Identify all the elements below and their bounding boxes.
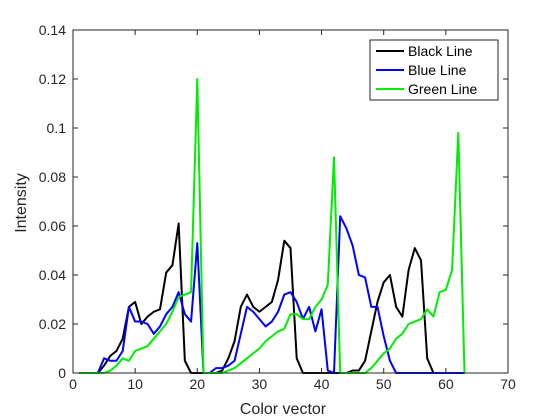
x-tick-label: 70	[500, 376, 516, 392]
x-tick-label: 50	[376, 376, 392, 392]
y-tick-label: 0.14	[39, 22, 66, 38]
legend-entry: Blue Line	[408, 62, 467, 78]
x-axis-title: Color vector	[240, 401, 327, 418]
y-tick-label: 0.12	[39, 71, 66, 87]
x-tick-label: 20	[189, 376, 205, 392]
x-tick-label: 0	[69, 376, 77, 392]
y-tick-label: 0.06	[39, 218, 66, 234]
legend-entry: Green Line	[408, 81, 477, 97]
y-tick-label: 0.1	[47, 120, 67, 136]
axes-box	[72, 29, 509, 374]
legend-entry: Black Line	[408, 43, 473, 59]
x-tick-label: 40	[314, 376, 330, 392]
y-tick-label: 0.08	[39, 169, 66, 185]
legend: Black Line Blue Line Green Line	[369, 39, 499, 101]
y-axis-title: Intensity	[13, 173, 30, 233]
axes: 0 10 20 30 40 50 60 70 0 0.02 0.04 0.06 0.08 0.1 0.12 0…	[39, 22, 516, 392]
y-tick-label: 0	[58, 365, 66, 381]
x-tick-label: 60	[438, 376, 454, 392]
x-tick-label: 10	[127, 376, 143, 392]
x-tick-label: 30	[252, 376, 268, 392]
y-tick-label: 0.02	[39, 316, 66, 332]
y-tick-label: 0.04	[39, 267, 66, 283]
series-line-2	[79, 78, 466, 374]
